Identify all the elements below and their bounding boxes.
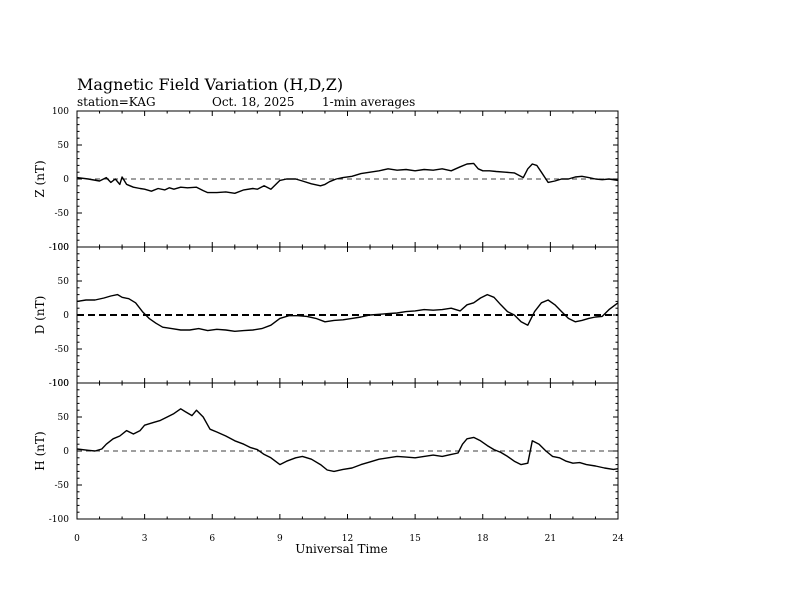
chart-title: Magnetic Field Variation (H,D,Z) — [77, 75, 344, 94]
h-ytick-label: 0 — [63, 447, 69, 457]
d-ytick-label: 100 — [52, 243, 69, 253]
xtick-label: 18 — [477, 534, 489, 544]
h-ytick-label: 50 — [58, 413, 70, 423]
xtick-label: 3 — [142, 534, 148, 544]
d-ytick-label: -100 — [49, 379, 69, 389]
xtick-label: 0 — [74, 534, 80, 544]
d-ytick-label: 0 — [63, 311, 69, 321]
xtick-label: 24 — [612, 534, 624, 544]
d-series-line — [76, 293, 619, 332]
xtick-label: 9 — [277, 534, 283, 544]
date-label: Oct. 18, 2025 — [212, 95, 295, 109]
z-ytick-label: 0 — [63, 175, 69, 185]
d-ytick-label: -50 — [55, 345, 70, 355]
z-ytick-label: 50 — [58, 141, 70, 151]
h-ytick-label: -100 — [49, 515, 69, 525]
h-ytick-label: -50 — [55, 481, 70, 491]
station-label: station=KAG — [77, 95, 156, 109]
xtick-label: 15 — [409, 534, 421, 544]
xtick-label: 6 — [209, 534, 215, 544]
d-axis-label: D (nT) — [33, 296, 47, 335]
z-axis-label: Z (nT) — [33, 160, 47, 197]
xtick-label: 12 — [342, 534, 353, 544]
d-ytick-label: 50 — [58, 277, 70, 287]
z-ytick-label: 100 — [52, 107, 69, 117]
z-ytick-label: -100 — [49, 243, 69, 253]
z-series-line — [76, 162, 619, 195]
averaging-label: 1-min averages — [322, 95, 416, 109]
h-series-line — [76, 408, 619, 473]
xtick-label: 21 — [545, 534, 556, 544]
h-ytick-label: 100 — [52, 379, 69, 389]
x-axis-label: Universal Time — [295, 542, 388, 556]
z-ytick-label: -50 — [55, 209, 70, 219]
h-axis-label: H (nT) — [33, 431, 47, 470]
